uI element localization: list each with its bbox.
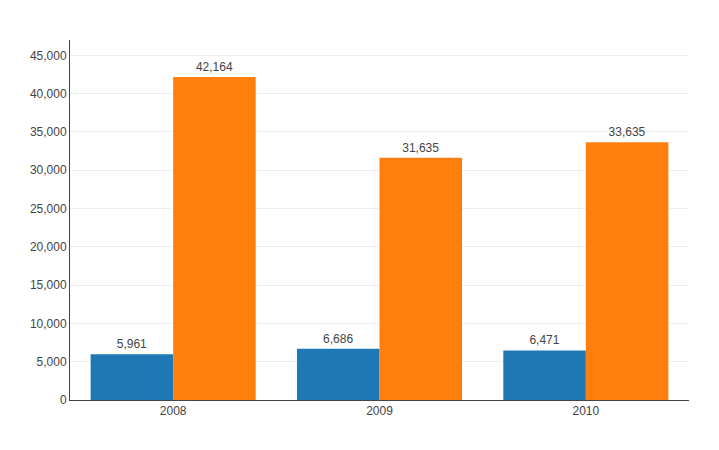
svg-text:40,000: 40,000	[30, 87, 67, 101]
svg-text:15,000: 15,000	[30, 278, 67, 292]
svg-text:2008: 2008	[160, 404, 187, 418]
svg-text:2009: 2009	[366, 404, 393, 418]
svg-text:20,000: 20,000	[30, 240, 67, 254]
svg-text:6,686: 6,686	[323, 332, 353, 346]
svg-text:25,000: 25,000	[30, 202, 67, 216]
svg-text:5,961: 5,961	[117, 337, 147, 351]
svg-text:5,000: 5,000	[37, 355, 67, 369]
svg-text:30,000: 30,000	[30, 163, 67, 177]
svg-text:2010: 2010	[572, 404, 599, 418]
svg-text:0: 0	[60, 393, 67, 407]
svg-text:33,635: 33,635	[609, 125, 646, 139]
svg-text:42,164: 42,164	[196, 60, 233, 74]
svg-text:10,000: 10,000	[30, 317, 67, 331]
svg-text:35,000: 35,000	[30, 125, 67, 139]
svg-text:45,000: 45,000	[30, 49, 67, 63]
svg-text:6,471: 6,471	[529, 333, 559, 347]
svg-text:31,635: 31,635	[402, 141, 439, 155]
